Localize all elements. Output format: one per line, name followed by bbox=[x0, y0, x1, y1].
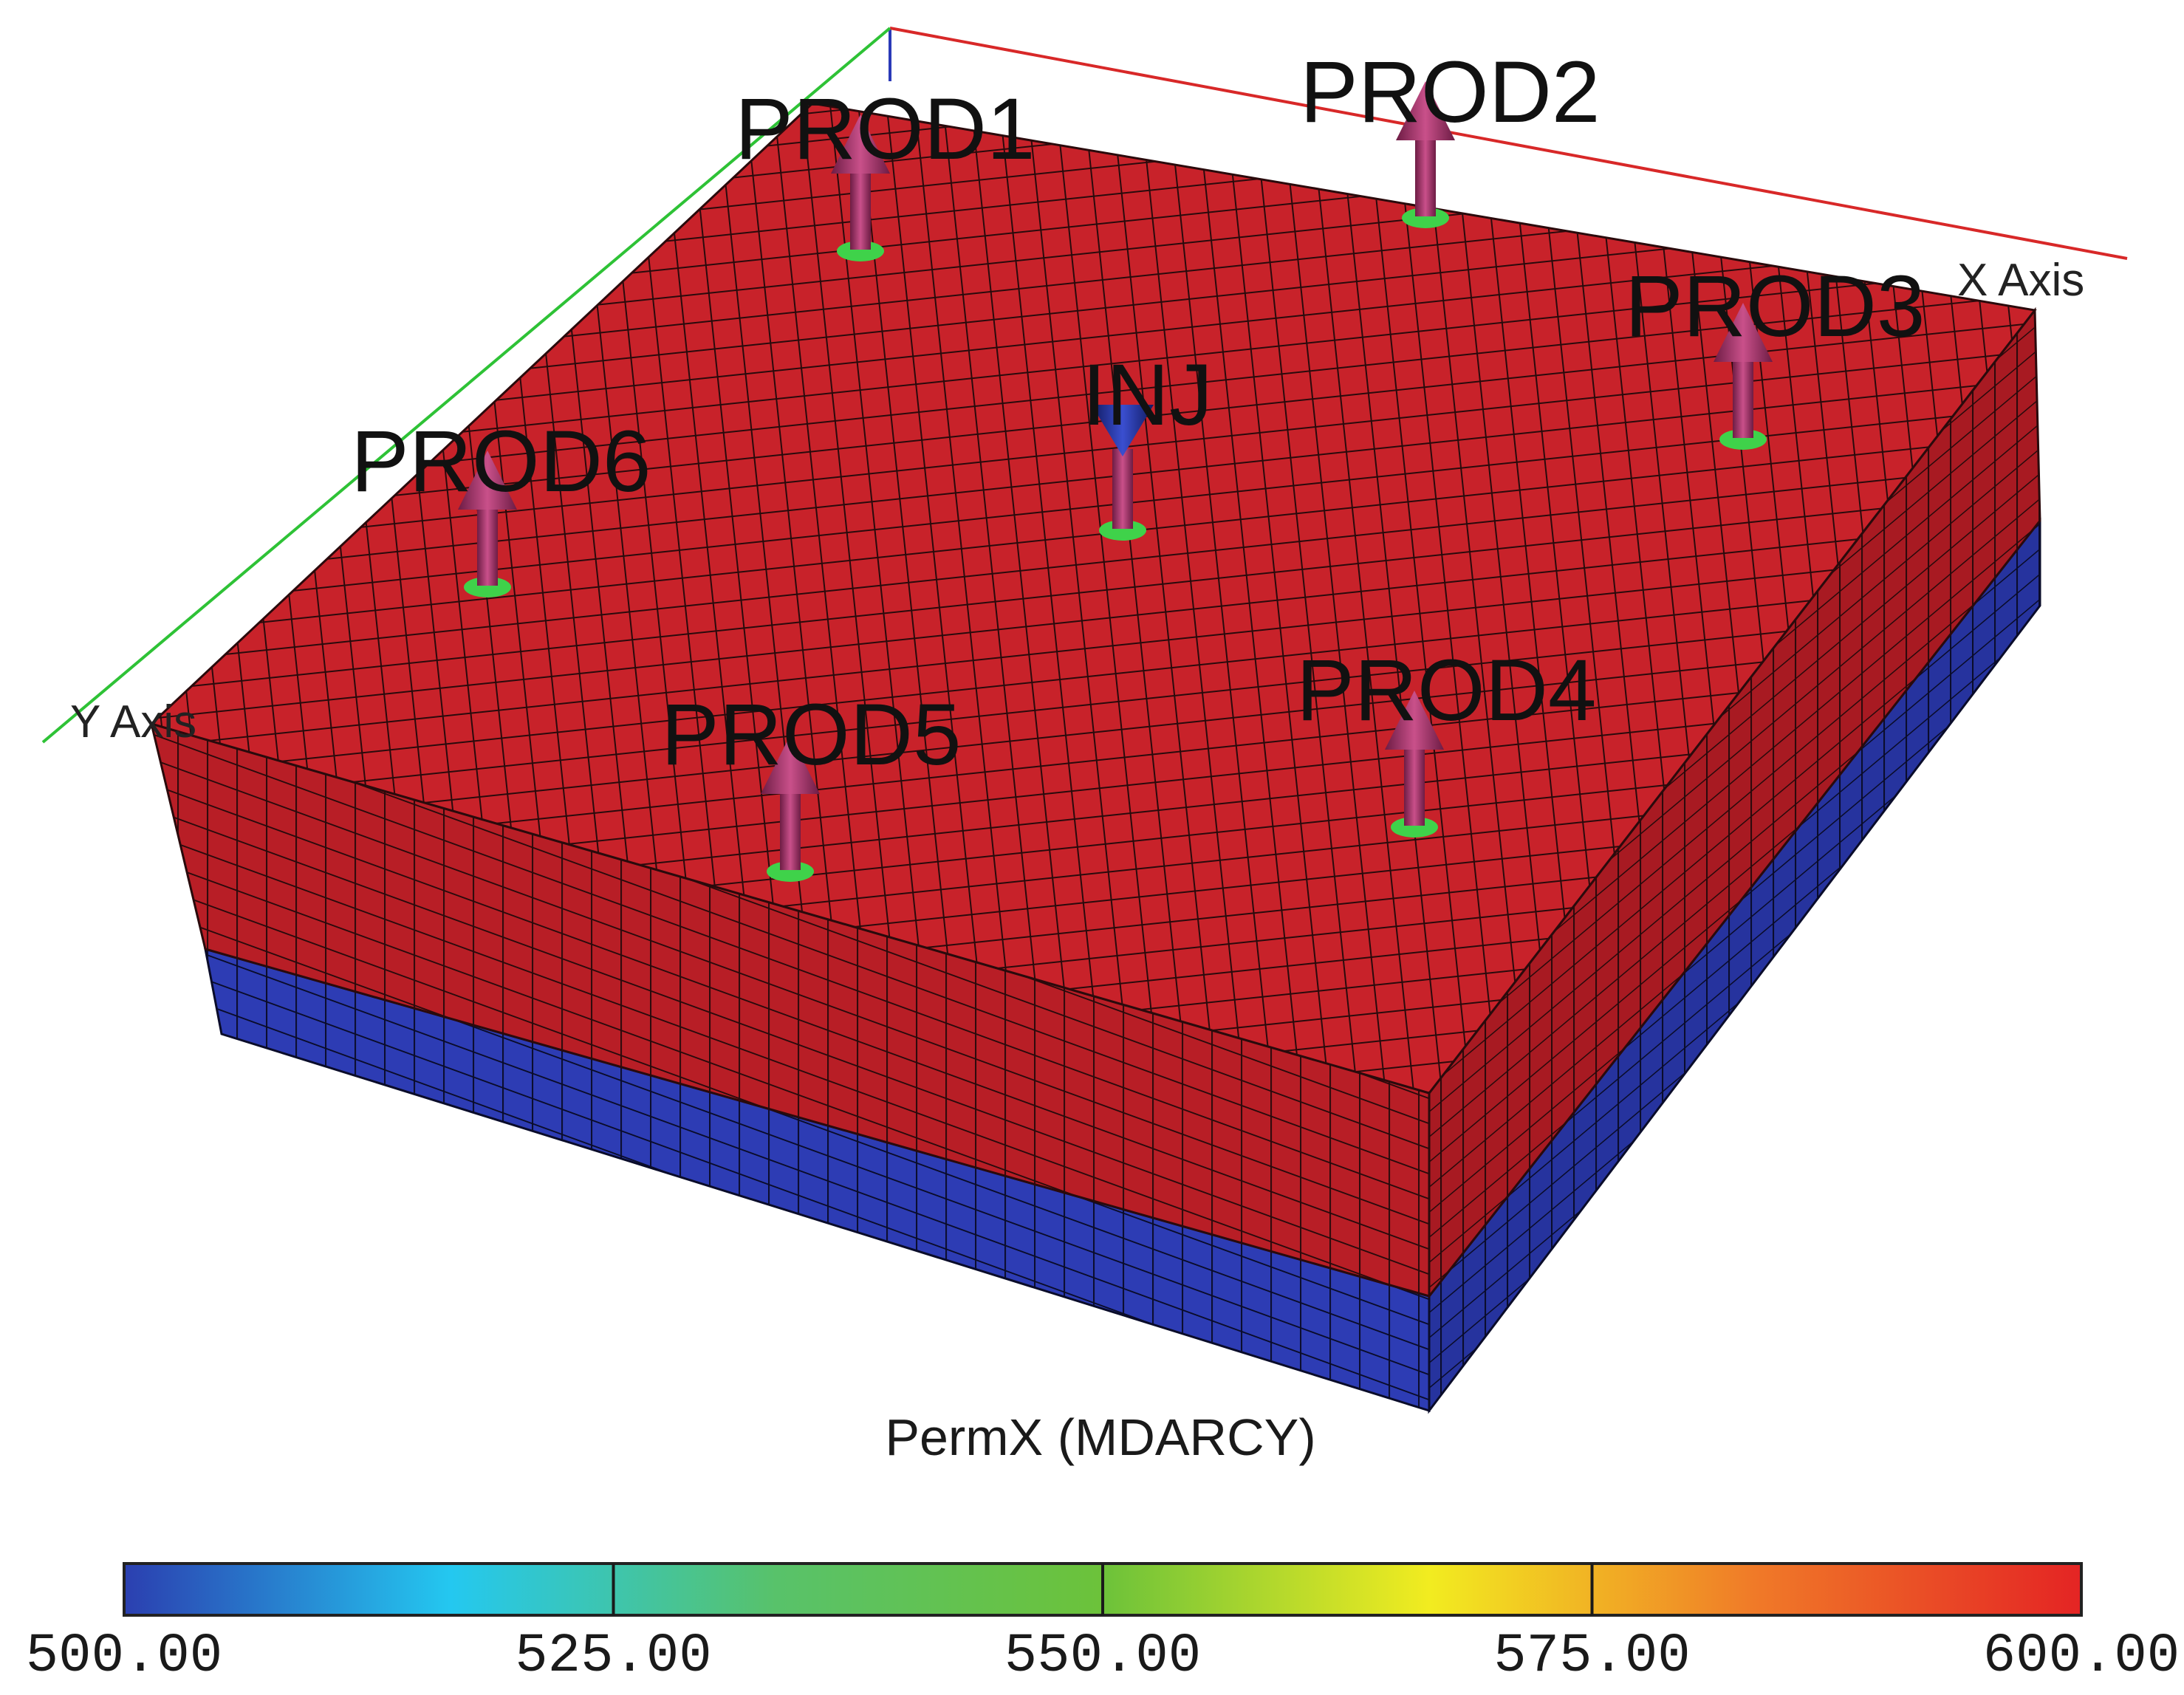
well-prod3[interactable]: PROD3 bbox=[1625, 258, 1925, 450]
colorbar-tick-label: 525.00 bbox=[515, 1626, 711, 1688]
colorbar-tick-label: 600.00 bbox=[1983, 1626, 2180, 1688]
producer-arrow-head bbox=[1714, 303, 1773, 362]
well-base-marker bbox=[837, 241, 884, 261]
x-axis-line bbox=[889, 27, 2128, 260]
well-shaft bbox=[780, 790, 801, 870]
well-prod1[interactable]: PROD1 bbox=[735, 81, 1035, 261]
well-prod4[interactable]: PROD4 bbox=[1296, 642, 1597, 838]
reservoir-grid-block bbox=[149, 102, 2041, 1414]
producer-arrow-head bbox=[458, 451, 517, 510]
x-axis-label: X Axis bbox=[1957, 255, 2084, 306]
well-label: PROD6 bbox=[351, 413, 651, 510]
well-shaft bbox=[1415, 137, 1436, 216]
well-shaft bbox=[1404, 746, 1425, 826]
wells-layer: PROD1 PROD2 PROD3 PROD6 INJ PROD5 PROD4 bbox=[351, 44, 1925, 882]
colorbar-tick-label: 575.00 bbox=[1493, 1626, 1690, 1688]
property-title: PermX (MDARCY) bbox=[885, 1408, 1315, 1466]
injector-arrow-head bbox=[1092, 405, 1154, 456]
well-label: INJ bbox=[1082, 346, 1213, 444]
well-shaft bbox=[477, 506, 498, 586]
y-axis-label: Y Axis bbox=[70, 696, 196, 747]
well-shaft bbox=[850, 170, 871, 250]
colorbar-tick-label: 500.00 bbox=[26, 1626, 222, 1688]
well-prod5[interactable]: PROD5 bbox=[661, 686, 962, 882]
producer-arrow-head bbox=[761, 735, 820, 794]
well-shaft bbox=[1733, 358, 1753, 438]
well-shaft bbox=[1112, 449, 1133, 529]
well-base-marker bbox=[1719, 429, 1767, 450]
producer-arrow-head bbox=[1396, 81, 1455, 140]
well-base-marker bbox=[767, 861, 814, 882]
well-label: PROD3 bbox=[1625, 258, 1925, 355]
well-prod6[interactable]: PROD6 bbox=[351, 413, 651, 597]
well-label: PROD5 bbox=[661, 686, 962, 784]
y-axis-line bbox=[41, 27, 891, 744]
well-label: PROD2 bbox=[1300, 44, 1601, 141]
colorbar-tick-label: 550.00 bbox=[1004, 1626, 1201, 1688]
producer-arrow-head bbox=[1385, 691, 1444, 750]
well-label: PROD4 bbox=[1296, 642, 1597, 739]
reservoir-top-face bbox=[149, 102, 2037, 1095]
color-legend-bar: 500.00 525.00 550.00 575.00 600.00 bbox=[26, 1562, 2180, 1688]
producer-arrow-head bbox=[831, 114, 890, 174]
well-inj[interactable]: INJ bbox=[1082, 346, 1213, 541]
well-base-marker bbox=[1402, 208, 1449, 228]
well-label: PROD1 bbox=[735, 81, 1035, 178]
well-base-marker bbox=[1099, 520, 1146, 541]
well-base-marker bbox=[464, 577, 511, 597]
well-prod2[interactable]: PROD2 bbox=[1300, 44, 1601, 228]
well-base-marker bbox=[1391, 817, 1438, 838]
